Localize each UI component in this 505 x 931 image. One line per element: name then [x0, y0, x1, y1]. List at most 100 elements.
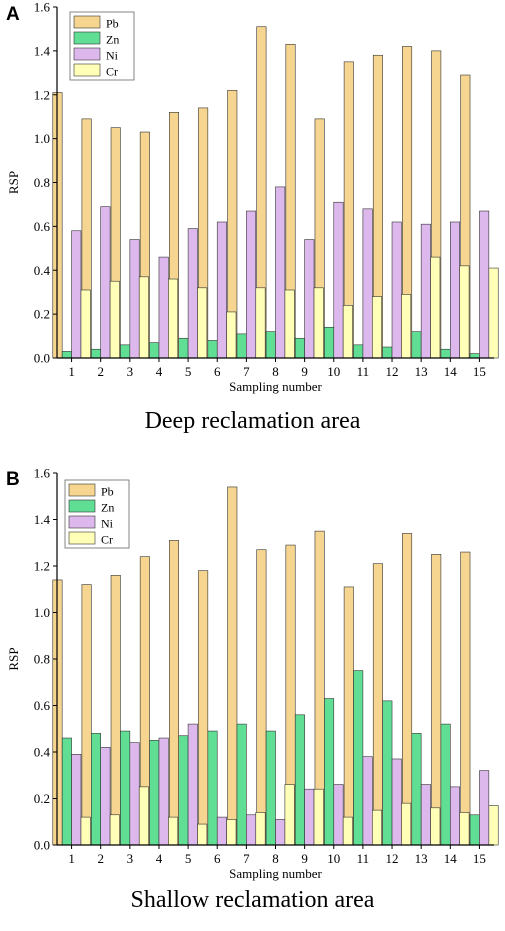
panel-a: A 0.0 0.2 0.4 0.6 0.8 1.0 1.2 1.4 1.6 1 2 3 4 5 6 7 8 9 10… — [0, 0, 505, 465]
y-tick-label: 1.6 — [34, 0, 51, 15]
bar-cr — [459, 812, 470, 846]
x-tick-label: 4 — [156, 364, 163, 379]
bar-ni — [304, 788, 315, 846]
legend-swatch-pb — [73, 15, 101, 29]
bar-cr — [80, 816, 91, 846]
bar-zn — [120, 730, 131, 846]
bar-ni — [391, 221, 402, 359]
bar-cr — [488, 805, 499, 846]
bar-ni — [158, 256, 169, 359]
legend-label-cr: Cr — [106, 65, 118, 79]
legend-swatch-zn — [73, 31, 101, 45]
bar-zn — [178, 337, 189, 359]
bar-ni — [479, 770, 490, 846]
bar-ni — [187, 228, 198, 359]
bar-zn — [469, 814, 480, 846]
x-tick-label: 9 — [301, 851, 308, 866]
y-axis-label: RSP — [6, 647, 21, 670]
bar-cr — [371, 809, 382, 846]
x-tick-label: 15 — [473, 364, 486, 379]
bar-ni — [362, 756, 373, 846]
x-tick-label: 9 — [301, 364, 308, 379]
bar-cr — [401, 802, 412, 846]
bar-ni — [129, 742, 140, 846]
x-tick-label: 10 — [327, 851, 340, 866]
legend-label-zn: Zn — [101, 501, 114, 515]
chart-shallow: 0.00.20.40.60.81.01.21.41.61 2 3 4 5 6 7 8 9 10 11… — [6, 466, 499, 881]
bar-ni — [71, 754, 82, 846]
legend-label-zn: Zn — [106, 33, 119, 47]
bar-ni — [275, 819, 286, 846]
bar-zn — [236, 723, 247, 846]
x-tick-label: 14 — [444, 364, 458, 379]
y-axis-label: RSP — [6, 171, 21, 194]
bar-cr — [342, 816, 353, 846]
bar-zn — [149, 740, 160, 846]
x-tick-label: 14 — [444, 851, 458, 866]
bar-cr — [168, 816, 179, 846]
y-tick-label: 0.4 — [34, 745, 51, 760]
bar-cr — [168, 278, 179, 359]
y-tick-label: 1.4 — [34, 43, 51, 58]
y-tick-label: 0.4 — [34, 263, 51, 278]
bar-ni — [391, 758, 402, 846]
bar-cr — [255, 287, 266, 359]
bar-pb — [110, 575, 121, 846]
bar-zn — [411, 733, 422, 846]
x-tick-label: 3 — [127, 364, 134, 379]
bar-ni — [246, 814, 257, 846]
bar-ni — [71, 230, 82, 359]
bar-pb — [460, 551, 471, 846]
panel-label: B — [6, 469, 20, 490]
bar-zn — [91, 348, 102, 359]
legend-swatch-cr — [73, 63, 101, 77]
bar-ni — [479, 210, 490, 359]
bar-cr — [459, 265, 470, 359]
x-tick-label: 10 — [327, 364, 340, 379]
bar-zn — [294, 337, 305, 359]
bar-cr — [313, 287, 324, 359]
bar-pb — [256, 549, 267, 846]
y-tick-label: 0.2 — [34, 307, 50, 322]
bar-zn — [324, 326, 335, 359]
x-tick-label: 1 — [68, 851, 75, 866]
legend-label-ni: Ni — [106, 49, 119, 63]
legend-swatch-cr — [68, 531, 96, 545]
bar-ni — [420, 223, 431, 359]
bar-cr — [197, 287, 208, 359]
bar-cr — [226, 311, 237, 359]
bar-pb — [169, 540, 180, 846]
bar-zn — [149, 342, 160, 359]
legend-swatch-zn — [68, 499, 96, 513]
legend-swatch-ni — [68, 515, 96, 529]
bar-cr — [488, 267, 499, 359]
bar-ni — [362, 208, 373, 359]
chart-title: Shallow reclamation area — [130, 887, 375, 913]
bar-pb — [343, 586, 354, 846]
bar-ni — [158, 737, 169, 846]
x-tick-label: 3 — [127, 851, 134, 866]
bar-zn — [440, 723, 451, 846]
x-tick-label: 12 — [386, 851, 399, 866]
bar-cr — [197, 823, 208, 846]
y-tick-label: 1.2 — [34, 87, 50, 102]
bar-zn — [61, 351, 72, 359]
bar-zn — [294, 714, 305, 846]
bar-cr — [284, 784, 295, 846]
bar-ni — [129, 239, 140, 359]
chart-title: Deep reclamation area — [144, 408, 361, 434]
x-tick-label: 6 — [214, 851, 221, 866]
bar-zn — [207, 730, 218, 846]
bar-pb — [431, 554, 442, 846]
legend-swatch-pb — [68, 483, 96, 497]
bar-ni — [100, 747, 111, 846]
y-tick-label: 0.6 — [34, 698, 51, 713]
y-tick-label: 0.6 — [34, 219, 51, 234]
bar-zn — [178, 735, 189, 846]
y-tick-label: 0.2 — [34, 791, 50, 806]
x-tick-label: 5 — [185, 851, 192, 866]
x-tick-label: 6 — [214, 364, 221, 379]
x-axis-label: Sampling number — [229, 379, 322, 394]
bar-pb — [198, 570, 209, 846]
bar-cr — [371, 296, 382, 359]
